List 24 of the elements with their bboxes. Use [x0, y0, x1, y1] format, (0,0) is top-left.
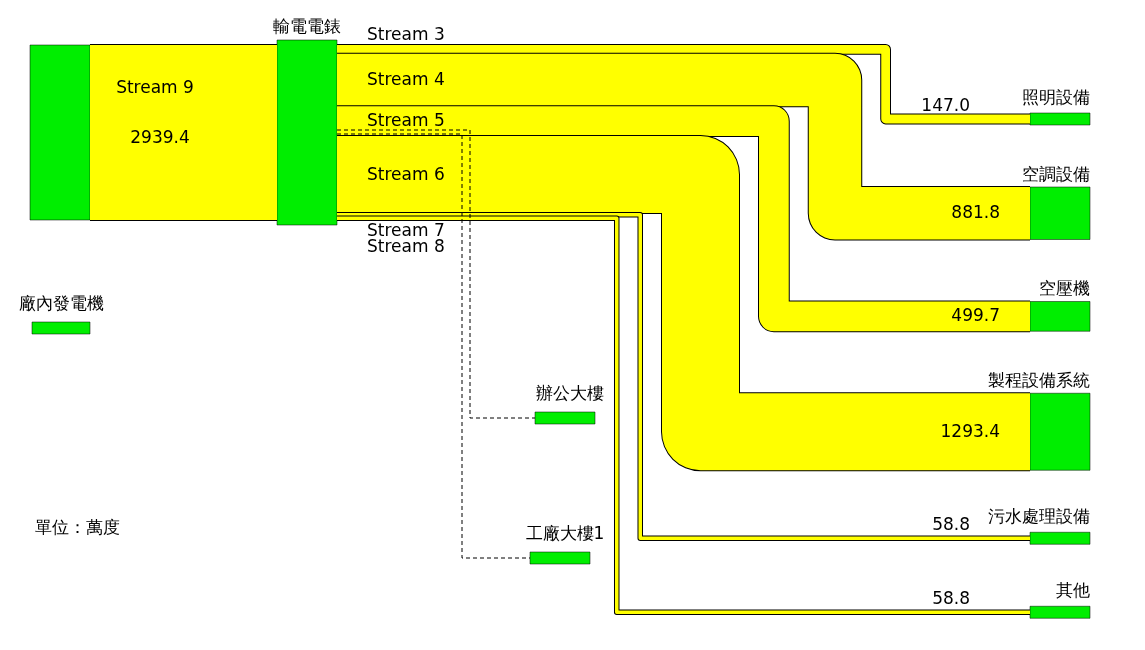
text: 廠內發電機: [18, 293, 104, 313]
data-label: 58.8: [932, 588, 970, 609]
data-label: 1293.4: [940, 420, 1000, 441]
category-label: 製程設備系統: [988, 370, 1090, 391]
category-label: 污水處理設備: [988, 506, 1090, 527]
category-label: 照明設備: [1022, 87, 1090, 107]
data-label: 2939.4: [130, 126, 190, 147]
category-label: 輸電電錶: [273, 16, 341, 36]
text: Stream 4: [367, 69, 445, 89]
text: Stream 9: [116, 76, 194, 97]
data-label: 147.0: [921, 95, 970, 115]
data-label: 499.7: [951, 305, 1000, 326]
text: Stream 5: [367, 110, 445, 131]
text: Stream 6: [367, 163, 445, 184]
text: 工廠大樓1: [525, 523, 605, 543]
data-label: 881.8: [951, 202, 1000, 223]
category-label: 空壓機: [1039, 278, 1090, 299]
text: 辦公大樓: [536, 383, 604, 403]
text: Stream 8: [367, 236, 445, 257]
text: 單位：萬度: [35, 517, 120, 537]
category-label: 其他: [1056, 580, 1090, 601]
category-label: 空調設備: [1022, 164, 1090, 184]
data-label: 58.8: [932, 514, 970, 535]
text: Stream 3: [367, 24, 445, 44]
